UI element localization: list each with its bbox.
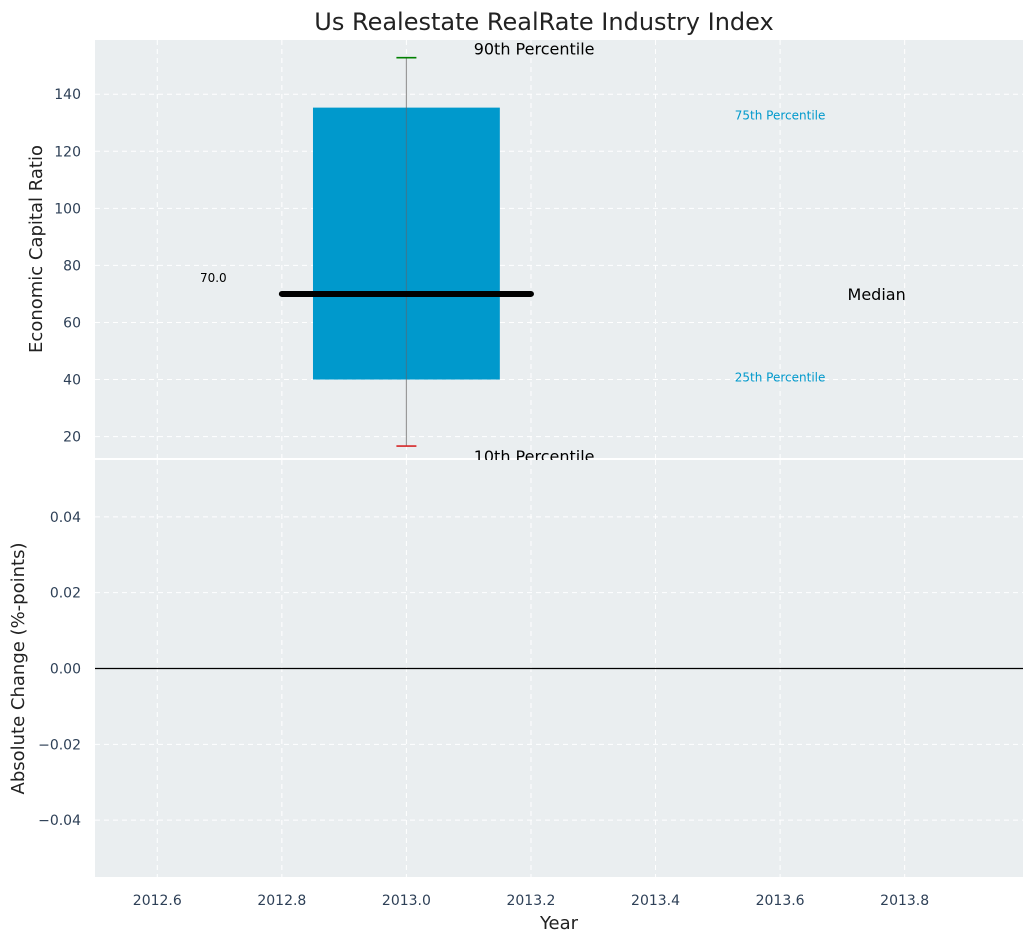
top-y-tick-label: 20 xyxy=(63,430,81,446)
bottom-y-tick-label: 0.04 xyxy=(50,510,81,526)
x-axis-ticks: 2012.6 2012.8 2013.0 2013.2 2013.4 2013.6 2013… xyxy=(133,893,929,909)
x-tick-label: 2013.4 xyxy=(631,893,680,909)
p90-annotation: 90th Percentile xyxy=(474,40,595,59)
top-y-axis-label: Economic Capital Ratio xyxy=(26,145,47,353)
top-y-tick-label: 40 xyxy=(63,373,81,389)
bottom-y-tick-label: −0.02 xyxy=(38,737,81,753)
x-tick-label: 2013.8 xyxy=(880,893,929,909)
x-tick-label: 2012.8 xyxy=(257,893,306,909)
bottom-y-tick-label: 0.02 xyxy=(50,586,81,602)
p75-annotation: 75th Percentile xyxy=(735,109,826,123)
median-annotation: Median xyxy=(848,285,906,304)
top-y-tick-label: 100 xyxy=(54,201,81,217)
bottom-y-axis-ticks: −0.04 −0.02 0.00 0.02 0.04 xyxy=(38,510,81,829)
top-y-tick-label: 140 xyxy=(54,87,81,103)
top-y-tick-label: 60 xyxy=(63,315,81,331)
x-axis-label: Year xyxy=(539,913,579,934)
chart-title: Us Realestate RealRate Industry Index xyxy=(314,8,773,36)
bottom-y-axis-label: Absolute Change (%-points) xyxy=(8,543,29,795)
bottom-y-tick-label: −0.04 xyxy=(38,813,81,829)
top-y-tick-label: 80 xyxy=(63,258,81,274)
x-tick-label: 2013.2 xyxy=(506,893,555,909)
x-tick-label: 2013.6 xyxy=(756,893,805,909)
x-tick-label: 2013.0 xyxy=(382,893,431,909)
bottom-panel: −0.04 −0.02 0.00 0.02 0.04 Absolute Change (… xyxy=(8,460,1023,877)
top-panel: 20 40 60 80 100 120 140 Economic Capital Ratio… xyxy=(26,40,1023,466)
top-y-axis-ticks: 20 40 60 80 100 120 140 xyxy=(54,87,81,445)
top-y-tick-label: 120 xyxy=(54,144,81,160)
median-value-label: 70.0 xyxy=(200,271,227,285)
top-grid xyxy=(95,40,1023,458)
x-tick-label: 2012.6 xyxy=(133,893,182,909)
p25-annotation: 25th Percentile xyxy=(735,371,826,385)
bottom-y-tick-label: 0.00 xyxy=(50,662,81,678)
top-panel-background xyxy=(95,40,1023,458)
